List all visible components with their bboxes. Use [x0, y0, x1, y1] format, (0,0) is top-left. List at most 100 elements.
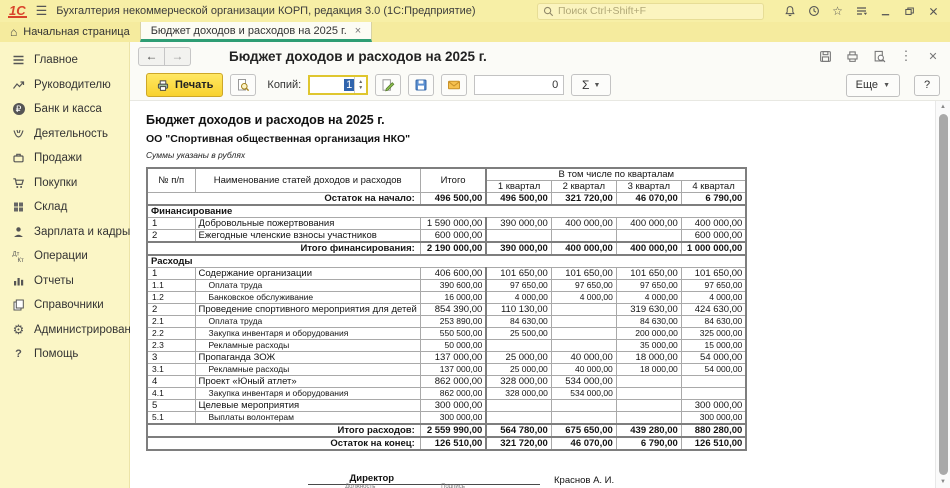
row-number[interactable]: 4.1 [146, 387, 196, 400]
row-value[interactable]: 200 000,00 [615, 327, 682, 340]
row-value[interactable]: 18 000,00 [615, 351, 682, 364]
sidebar-item-pomosch[interactable]: ? Помощь [0, 342, 129, 367]
sidebar-item-deyatelnost[interactable]: Деятельность [0, 122, 129, 147]
total-value[interactable]: 46 070,00 [550, 436, 617, 451]
row-value[interactable] [615, 387, 682, 400]
row-name[interactable]: Рекламные расходы [194, 339, 421, 352]
row-value[interactable]: 319 630,00 [615, 303, 682, 316]
row-number[interactable]: 1 [146, 267, 196, 280]
scroll-down-icon[interactable]: ▼ [940, 479, 946, 485]
row-value[interactable]: 406 600,00 [419, 267, 487, 280]
row-name[interactable]: Ежегодные членские взносы участников [194, 229, 421, 243]
row-name[interactable]: Добровольные пожертвования [194, 217, 421, 230]
row-number[interactable]: 3.1 [146, 363, 196, 376]
row-value[interactable]: 15 000,00 [680, 339, 747, 352]
sidebar-item-rukovoditelyu[interactable]: Руководителю [0, 73, 129, 98]
history-icon[interactable] [807, 5, 820, 18]
row-value[interactable]: 97 650,00 [550, 279, 617, 292]
row-value[interactable]: 110 130,00 [485, 303, 552, 316]
row-number[interactable]: 3 [146, 351, 196, 364]
sidebar-item-operacii[interactable]: Дт Кт Операции [0, 244, 129, 269]
sidebar-item-prodazhi[interactable]: Продажи [0, 146, 129, 171]
row-value[interactable]: 50 000,00 [419, 339, 487, 352]
row-value[interactable]: 600 000,00 [419, 229, 487, 243]
row-value[interactable]: 300 000,00 [680, 399, 747, 412]
row-name[interactable]: Закупка инвентаря и оборудования [194, 327, 421, 340]
row-value[interactable]: 534 000,00 [550, 375, 617, 388]
sidebar-item-spravochniki[interactable]: Справочники [0, 293, 129, 318]
row-value[interactable]: 84 630,00 [680, 315, 747, 328]
preview-icon[interactable] [872, 50, 886, 63]
sidebar-item-otchety[interactable]: Отчеты [0, 269, 129, 294]
scroll-up-icon[interactable]: ▲ [940, 104, 946, 110]
row-name[interactable]: Проект «Юный атлет» [194, 375, 421, 388]
tab-close-icon[interactable]: × [354, 24, 362, 37]
row-value[interactable]: 4 000,00 [615, 291, 682, 304]
total-value[interactable]: 1 000 000,00 [680, 241, 747, 256]
total-value[interactable]: 496 500,00 [485, 192, 552, 206]
row-number[interactable]: 4 [146, 375, 196, 388]
row-value[interactable]: 534 000,00 [550, 387, 617, 400]
row-value[interactable]: 300 000,00 [419, 399, 487, 412]
section-label[interactable]: Финансирование [146, 204, 747, 218]
row-value[interactable] [615, 411, 682, 425]
row-number[interactable]: 1.2 [146, 291, 196, 304]
total-value[interactable]: 126 510,00 [419, 436, 487, 451]
row-value[interactable]: 300 000,00 [419, 411, 487, 425]
row-value[interactable] [550, 411, 617, 425]
total-value[interactable]: 496 500,00 [419, 192, 487, 206]
row-name[interactable]: Целевые мероприятия [194, 399, 421, 412]
row-name[interactable]: Пропаганда ЗОЖ [194, 351, 421, 364]
row-value[interactable]: 4 000,00 [485, 291, 552, 304]
row-value[interactable]: 18 000,00 [615, 363, 682, 376]
sidebar-item-bank-i-kassa[interactable]: ₽ Банк и касса [0, 97, 129, 122]
total-value[interactable]: 390 000,00 [485, 241, 552, 256]
sum-field[interactable]: 0 [474, 75, 565, 95]
row-value[interactable] [680, 387, 747, 400]
row-value[interactable]: 101 650,00 [680, 267, 747, 280]
row-value[interactable] [615, 399, 682, 412]
row-value[interactable]: 84 630,00 [485, 315, 552, 328]
row-value[interactable]: 550 500,00 [419, 327, 487, 340]
row-value[interactable] [615, 229, 682, 243]
tab-budget-report[interactable]: Бюджет доходов и расходов на 2025 г. × [139, 22, 373, 42]
row-value[interactable]: 328 000,00 [485, 387, 552, 400]
spinner-arrows-icon[interactable]: ▲ ▼ [354, 77, 366, 93]
row-value[interactable]: 325 000,00 [680, 327, 747, 340]
row-value[interactable] [550, 399, 617, 412]
save-icon[interactable] [818, 50, 832, 63]
row-value[interactable] [550, 315, 617, 328]
row-value[interactable] [680, 375, 747, 388]
row-value[interactable]: 424 630,00 [680, 303, 747, 316]
sum-sigma-button[interactable]: Σ ▼ [571, 74, 612, 96]
row-value[interactable]: 97 650,00 [485, 279, 552, 292]
row-value[interactable]: 25 000,00 [485, 351, 552, 364]
row-number[interactable]: 2.3 [146, 339, 196, 352]
row-value[interactable]: 101 650,00 [550, 267, 617, 280]
row-number[interactable]: 5.1 [146, 411, 196, 425]
total-value[interactable]: 564 780,00 [485, 423, 552, 438]
save-file-button[interactable] [408, 74, 435, 96]
row-value[interactable]: 137 000,00 [419, 351, 487, 364]
row-value[interactable]: 862 000,00 [419, 375, 487, 388]
print-preview-button[interactable] [230, 74, 257, 96]
row-name[interactable]: Оплата труда [194, 279, 421, 292]
row-value[interactable] [550, 303, 617, 316]
sidebar-item-glavnoe[interactable]: Главное [0, 48, 129, 73]
row-value[interactable]: 35 000,00 [615, 339, 682, 352]
sidebar-item-zarplata-i-kadry[interactable]: Зарплата и кадры [0, 220, 130, 245]
total-value[interactable]: 439 280,00 [615, 423, 682, 438]
row-value[interactable] [550, 327, 617, 340]
forward-button[interactable]: → [164, 46, 191, 66]
row-value[interactable]: 4 000,00 [550, 291, 617, 304]
row-value[interactable]: 328 000,00 [485, 375, 552, 388]
row-number[interactable]: 5 [146, 399, 196, 412]
main-menu-icon[interactable]: ☰ [35, 3, 48, 18]
row-value[interactable]: 400 000,00 [615, 217, 682, 230]
sidebar-item-sklad[interactable]: Склад [0, 195, 129, 220]
close-window-icon[interactable] [927, 5, 940, 18]
total-value[interactable]: 2 559 990,00 [419, 423, 487, 438]
help-button[interactable]: ? [914, 74, 940, 96]
row-value[interactable]: 54 000,00 [680, 351, 747, 364]
more-button[interactable]: Еще ▼ [845, 73, 900, 97]
